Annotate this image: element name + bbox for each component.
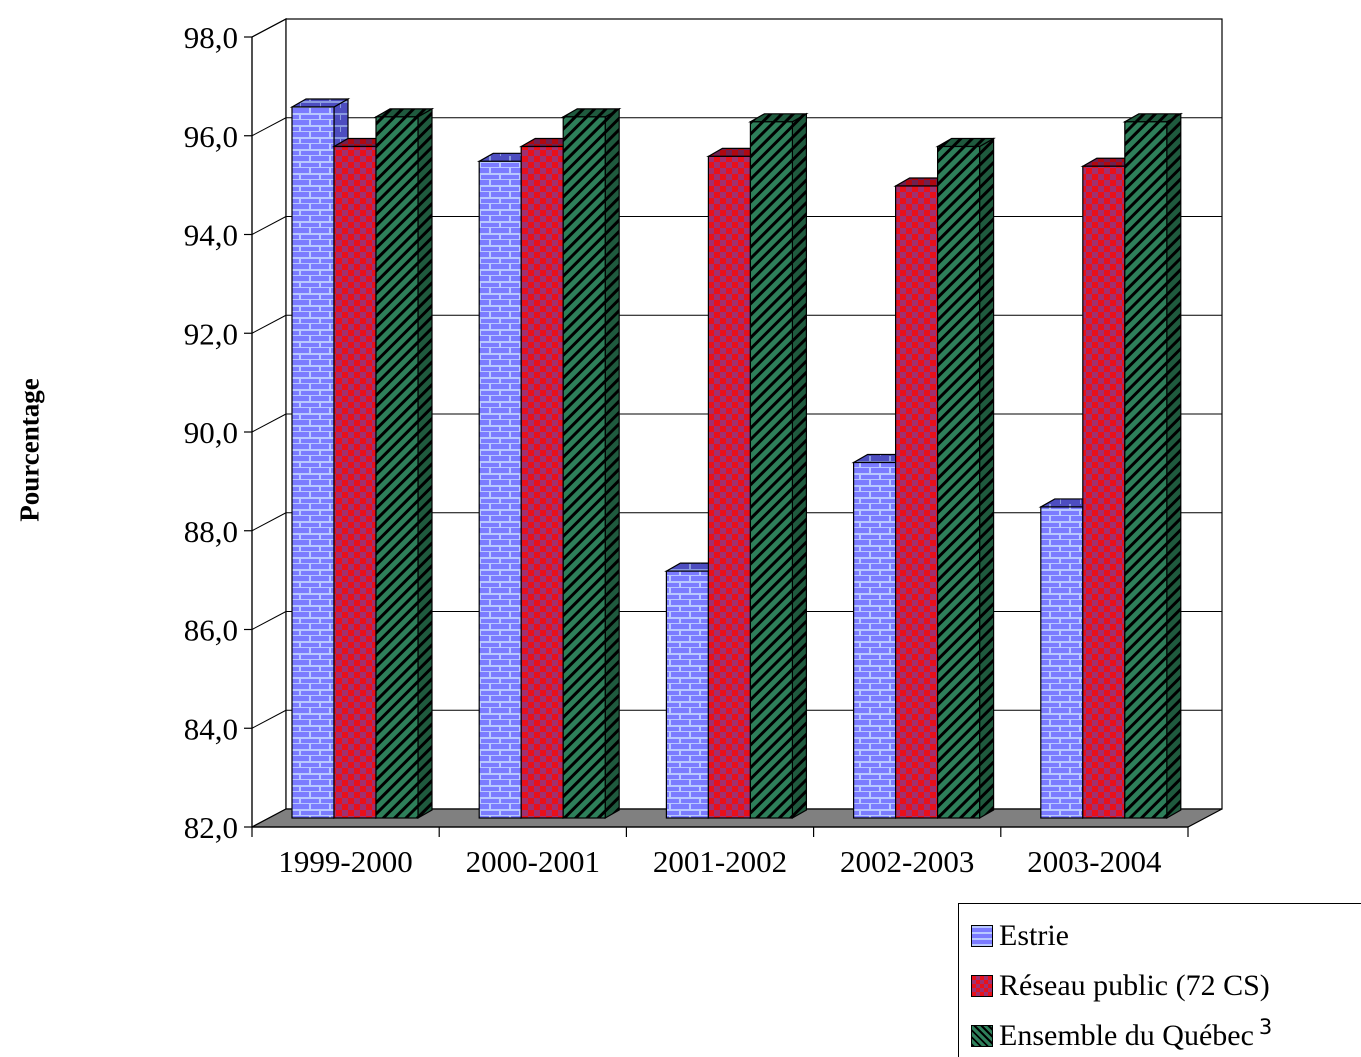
bar-side xyxy=(417,107,433,820)
reseau-public-swatch xyxy=(971,975,993,997)
bar-side xyxy=(1166,112,1182,820)
y-tick-label: 94,0 xyxy=(184,218,238,253)
x-tick-label: 2001-2002 xyxy=(653,844,787,879)
estrie-swatch xyxy=(971,925,993,947)
x-tick-label: 2002-2003 xyxy=(840,844,974,879)
legend-item-estrie: Estrie xyxy=(971,916,1069,956)
ensemble-quebec-swatch xyxy=(971,1025,993,1047)
bar-front xyxy=(478,160,522,819)
y-tick-label: 98,0 xyxy=(184,20,238,55)
gridline-side xyxy=(251,611,287,630)
y-tick-label: 92,0 xyxy=(184,316,238,351)
bar xyxy=(560,107,622,820)
y-tick-label: 88,0 xyxy=(184,514,238,549)
gridline-side xyxy=(251,18,287,38)
gridline-side xyxy=(251,117,287,137)
y-axis-label: Pourcentage xyxy=(14,378,45,522)
bar-front xyxy=(665,570,710,819)
bar-front xyxy=(749,121,794,819)
bar-front xyxy=(894,185,939,819)
bar-front xyxy=(1082,165,1126,819)
gridline-side xyxy=(251,314,287,334)
bar-side xyxy=(791,112,807,820)
bar xyxy=(373,107,435,820)
bar-front xyxy=(333,145,377,819)
gridline-side xyxy=(251,413,287,433)
gridline-side xyxy=(251,709,287,729)
bar-front xyxy=(520,145,564,819)
gridline-side xyxy=(251,512,287,532)
y-axis-title: Pourcentage xyxy=(0,230,60,670)
legend: Estrie Réseau public (72 CS) Ensemble du… xyxy=(958,903,1361,1057)
bar-front xyxy=(1040,506,1084,819)
bar-front xyxy=(936,145,981,819)
legend-superscript: 3 xyxy=(1258,1015,1273,1039)
bar xyxy=(748,112,809,820)
x-tick-label: 2000-2001 xyxy=(466,844,600,879)
y-tick-label: 90,0 xyxy=(184,415,238,450)
bar-front xyxy=(852,461,897,819)
y-tick-label: 86,0 xyxy=(184,613,238,648)
y-tick-label: 84,0 xyxy=(184,711,238,746)
gridline-side xyxy=(251,216,287,235)
bar-front xyxy=(291,106,335,819)
y-tick-label: 96,0 xyxy=(184,119,238,154)
bar-side xyxy=(604,107,620,820)
bar-front xyxy=(375,116,419,819)
bar xyxy=(935,137,996,820)
bar-front xyxy=(1124,121,1168,819)
legend-label-reseau-public: Réseau public (72 CS) xyxy=(999,969,1270,1002)
x-tick-label: 2003-2004 xyxy=(1027,844,1162,879)
legend-label-ensemble-quebec: Ensemble du Québec xyxy=(999,1019,1254,1052)
legend-item-reseau-public: Réseau public (72 CS) xyxy=(971,966,1270,1006)
x-tick-label: 1999-2000 xyxy=(278,844,412,879)
legend-label-estrie: Estrie xyxy=(999,919,1069,952)
bar-front xyxy=(707,155,752,819)
bar-side xyxy=(979,137,995,820)
bar-front xyxy=(562,116,606,819)
y-tick-label: 82,0 xyxy=(184,810,238,845)
bar xyxy=(1122,112,1184,820)
legend-item-ensemble-quebec: Ensemble du Québec 3 xyxy=(971,1015,1273,1056)
